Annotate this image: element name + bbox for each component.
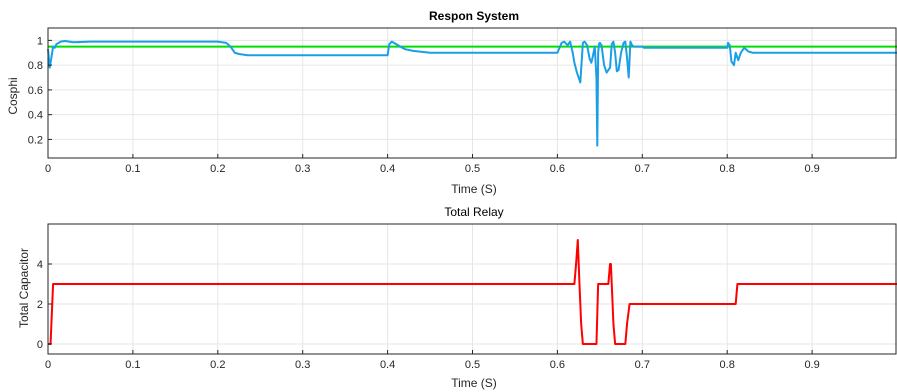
y-tick-label: 2 bbox=[37, 299, 43, 311]
x-tick-label: 0.2 bbox=[210, 359, 225, 371]
x-tick-label: 0.9 bbox=[804, 359, 819, 371]
y-tick-label: 0.2 bbox=[28, 134, 43, 146]
x-tick-label: 0.5 bbox=[465, 359, 480, 371]
x-tick-label: 0 bbox=[45, 163, 51, 175]
x-tick-label: 0.9 bbox=[804, 163, 819, 175]
top-chart-ylabel: Cosphi bbox=[6, 77, 20, 114]
x-tick-label: 0.8 bbox=[720, 163, 735, 175]
x-tick-label: 0.6 bbox=[550, 359, 565, 371]
y-tick-label: 1 bbox=[37, 35, 43, 47]
x-tick-label: 0.7 bbox=[635, 359, 650, 371]
x-tick-label: 0.6 bbox=[550, 163, 565, 175]
x-tick-label: 0.4 bbox=[380, 163, 395, 175]
bottom-chart-axes: 0 0.1 0.2 0.3 0.4 0.5 0.6 0.7 0.8 0.9 0 2 4 bbox=[37, 223, 897, 371]
y-tick-label: 0 bbox=[37, 339, 43, 351]
x-tick-label: 0 bbox=[45, 359, 51, 371]
x-tick-label: 0.1 bbox=[125, 359, 140, 371]
x-tick-label: 0.3 bbox=[295, 163, 310, 175]
top-chart-axes: 0 0.1 0.2 0.3 0.4 0.5 0.6 0.7 0.8 0.9 0.2 0.4 0.6 0.8… bbox=[28, 27, 897, 175]
x-tick-label: 0.1 bbox=[125, 163, 140, 175]
y-tick-label: 0.6 bbox=[28, 85, 43, 97]
top-chart-title: Respon System bbox=[429, 9, 519, 23]
x-tick-label: 0.7 bbox=[635, 163, 650, 175]
x-tick-label: 0.4 bbox=[380, 359, 395, 371]
y-tick-label: 4 bbox=[37, 259, 43, 271]
y-tick-label: 0.8 bbox=[28, 60, 43, 72]
bottom-chart: Total Relay Total Capacitor Time (S) 0 0.… bbox=[17, 205, 897, 390]
x-tick-label: 0.2 bbox=[210, 163, 225, 175]
bottom-chart-title: Total Relay bbox=[444, 205, 503, 219]
top-chart-xlabel: Time (S) bbox=[451, 182, 497, 196]
x-tick-label: 0.5 bbox=[465, 163, 480, 175]
x-tick-label: 0.3 bbox=[295, 359, 310, 371]
top-chart: Respon System Cosphi Time (S) 0 0.1 0.2 0.3… bbox=[6, 9, 897, 196]
y-tick-label: 0.4 bbox=[28, 110, 43, 122]
bottom-chart-ylabel: Total Capacitor bbox=[17, 248, 31, 328]
bottom-chart-xlabel: Time (S) bbox=[451, 376, 497, 390]
x-tick-label: 0.8 bbox=[720, 359, 735, 371]
series-line-1 bbox=[47, 40, 897, 147]
series-line-0 bbox=[48, 239, 897, 345]
